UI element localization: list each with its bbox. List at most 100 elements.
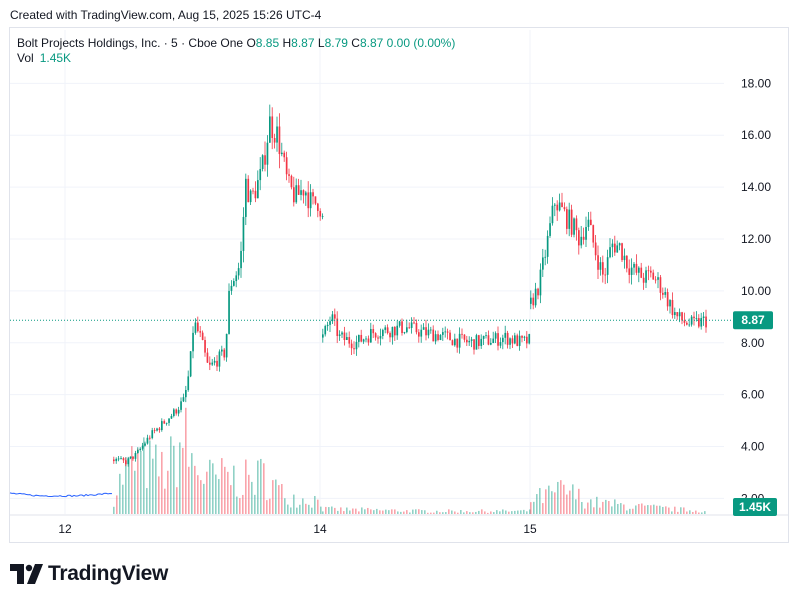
- candle-body: [394, 326, 396, 336]
- candle-body: [430, 329, 432, 331]
- candle-body: [350, 343, 353, 349]
- volume-bar: [128, 457, 130, 514]
- volume-bar: [385, 509, 387, 514]
- volume-bar: [469, 512, 471, 514]
- candle-body: [702, 316, 705, 319]
- candle-body: [370, 329, 372, 343]
- volume-bar: [340, 507, 342, 514]
- candle-body: [264, 155, 266, 165]
- volume-bar: [632, 508, 634, 514]
- volume-bar: [581, 502, 583, 514]
- volume-bar: [287, 504, 289, 514]
- candle-body: [353, 348, 355, 350]
- candle-body: [526, 336, 528, 344]
- volume-bar: [266, 500, 268, 514]
- volume-bar: [370, 509, 372, 514]
- candle-body: [192, 332, 194, 352]
- candle-body: [551, 205, 554, 224]
- candle-body: [216, 360, 218, 367]
- volume-bar: [671, 511, 673, 514]
- candle-body: [312, 192, 314, 197]
- candle-body: [201, 332, 204, 341]
- candle-body: [652, 272, 655, 280]
- candle-body: [456, 338, 459, 348]
- candle-body: [117, 458, 120, 460]
- volume-bar: [596, 496, 598, 514]
- volume-bar: [644, 505, 646, 514]
- volume-bar: [466, 511, 468, 514]
- volume-bar: [490, 511, 492, 514]
- volume-bar: [415, 509, 417, 514]
- candle-body: [683, 320, 686, 323]
- volume-bar: [662, 506, 664, 514]
- volume-bar: [451, 510, 453, 514]
- volume-bar: [328, 507, 330, 514]
- volume-bar: [704, 511, 706, 514]
- candle-body: [511, 338, 514, 344]
- legend-symbol[interactable]: Bolt Projects Holdings, Inc. · 5 · Cboe …: [17, 36, 244, 50]
- volume-bar: [475, 511, 477, 514]
- volume-bar: [143, 437, 145, 514]
- volume-bar: [278, 485, 280, 514]
- volume-bar: [131, 446, 133, 514]
- volume-bar: [260, 458, 262, 514]
- candle-body: [346, 337, 348, 340]
- candle-body: [355, 341, 358, 350]
- candle-body: [334, 314, 336, 319]
- candle-body: [602, 262, 604, 275]
- tradingview-logo[interactable]: TradingView: [10, 562, 168, 586]
- candle-body: [221, 349, 223, 352]
- candle-body: [566, 209, 568, 229]
- volume-bar: [275, 479, 277, 514]
- candle-body: [288, 174, 290, 176]
- legend-change: 0.00 (0.00%): [386, 36, 456, 50]
- candle-body: [470, 339, 473, 341]
- candle-body: [362, 339, 365, 342]
- volume-bar: [487, 512, 489, 514]
- candle-body: [189, 351, 192, 377]
- candle-body: [127, 458, 130, 465]
- volume-bar: [116, 495, 118, 514]
- volume-bar: [346, 507, 348, 514]
- volume-bar: [647, 505, 649, 514]
- candle-body: [146, 437, 149, 444]
- candle-body: [669, 300, 671, 307]
- candle-body: [391, 326, 394, 338]
- candle-body: [509, 338, 511, 345]
- volume-bar: [161, 451, 163, 514]
- y-tick-label: 16.00: [741, 128, 771, 142]
- volume-bar: [560, 480, 562, 514]
- volume-bar: [620, 503, 622, 514]
- candle-body: [223, 349, 226, 358]
- candle-body: [211, 362, 214, 365]
- candle-body: [442, 332, 444, 335]
- volume-bar: [352, 508, 354, 514]
- y-tick-label: 14.00: [741, 180, 771, 194]
- candle-body: [549, 223, 551, 236]
- volume-bar: [530, 502, 532, 514]
- candle-body: [283, 152, 286, 158]
- volume-bar: [361, 507, 363, 514]
- volume-bar: [529, 509, 531, 514]
- candle-body: [389, 333, 391, 338]
- volume-bar: [334, 507, 336, 514]
- candle-body: [360, 334, 363, 342]
- volume-bar: [484, 511, 486, 514]
- volume-bar: [508, 511, 510, 514]
- candle-body: [432, 329, 435, 342]
- volume-bar: [520, 510, 522, 514]
- candle-body: [158, 428, 161, 431]
- volume-bar: [445, 512, 447, 514]
- candle-body: [427, 329, 430, 336]
- candle-body: [187, 376, 190, 391]
- volume-bar: [412, 509, 414, 514]
- candle-body: [382, 329, 384, 337]
- volume-bar: [566, 494, 568, 514]
- candle-body: [468, 340, 471, 343]
- candle-body: [245, 178, 247, 217]
- candle-body: [686, 322, 688, 325]
- volume-bar: [674, 506, 676, 514]
- candle-body: [134, 453, 137, 459]
- candle-body: [396, 325, 399, 336]
